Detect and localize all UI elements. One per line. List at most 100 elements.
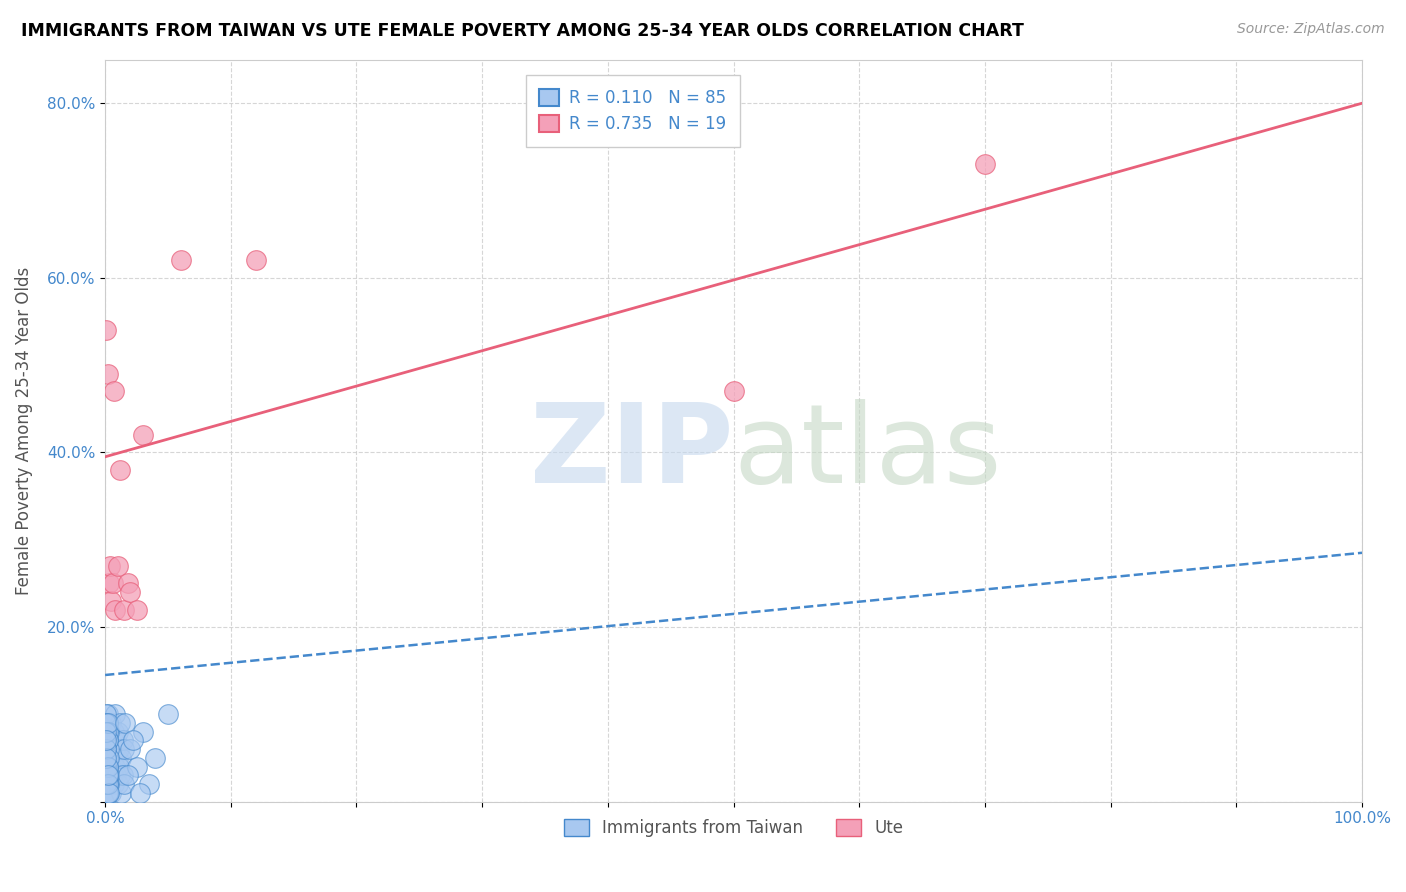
Point (101, 576, 124, 591)
Point (97, 759, 120, 773)
Point (97, 786, 120, 800)
Point (112, 602, 135, 616)
Point (96, 716, 118, 731)
Point (105, 768, 128, 782)
Point (120, 585, 142, 599)
Point (96, 742, 118, 756)
Point (97, 724, 120, 739)
Point (97, 786, 120, 800)
Point (108, 716, 131, 731)
Point (97, 733, 120, 747)
Point (100, 594, 122, 608)
Point (110, 751, 132, 765)
Point (145, 751, 167, 765)
Point (132, 724, 155, 739)
Point (96, 768, 118, 782)
Point (108, 742, 131, 756)
Point (98, 777, 121, 791)
Text: atlas: atlas (734, 400, 1002, 507)
Point (97, 777, 120, 791)
Point (110, 786, 132, 800)
Point (101, 733, 124, 747)
Point (100, 759, 122, 773)
Point (96, 742, 118, 756)
Point (97, 733, 120, 747)
Point (107, 751, 129, 765)
Point (129, 786, 152, 800)
Point (97, 576, 120, 591)
Point (100, 742, 122, 756)
Point (125, 759, 148, 773)
Point (105, 733, 128, 747)
Point (96, 759, 118, 773)
Point (138, 777, 160, 791)
Point (111, 768, 134, 782)
Point (97, 759, 120, 773)
Point (97, 742, 120, 756)
Point (97, 716, 120, 731)
Point (97, 742, 120, 756)
Point (103, 724, 125, 739)
Point (96, 733, 118, 747)
Point (121, 733, 143, 747)
Point (97, 751, 120, 765)
Legend: Immigrants from Taiwan, Ute: Immigrants from Taiwan, Ute (555, 810, 912, 846)
Point (98, 751, 121, 765)
Point (97, 768, 120, 782)
Point (103, 777, 125, 791)
Point (107, 724, 129, 739)
Point (104, 759, 127, 773)
Point (974, 157, 997, 171)
Text: ZIP: ZIP (530, 400, 734, 507)
Point (112, 777, 135, 791)
Point (97, 777, 120, 791)
Point (96, 724, 118, 739)
Point (108, 759, 131, 773)
Point (97, 768, 120, 782)
Point (107, 777, 129, 791)
Point (169, 253, 191, 268)
Point (98, 558, 121, 573)
Point (97, 751, 120, 765)
Point (97, 733, 120, 747)
Point (96, 716, 118, 731)
Point (97, 768, 120, 782)
Point (97, 786, 120, 800)
Point (96, 751, 118, 765)
Point (111, 733, 134, 747)
Point (97, 759, 120, 773)
Point (96, 733, 118, 747)
Point (97, 768, 120, 782)
Point (97, 768, 120, 782)
Point (107, 558, 129, 573)
Point (245, 253, 267, 268)
Point (104, 742, 127, 756)
Point (96, 751, 118, 765)
Point (96, 777, 118, 791)
Point (723, 384, 745, 399)
Point (100, 716, 122, 731)
Point (96, 323, 118, 337)
Point (97, 786, 120, 800)
Point (96, 759, 118, 773)
Point (96, 707, 118, 722)
Point (94, 751, 117, 765)
Point (100, 786, 122, 800)
Point (101, 768, 124, 782)
Point (97, 724, 120, 739)
Point (97, 716, 120, 731)
Y-axis label: Female Poverty Among 25-34 Year Olds: Female Poverty Among 25-34 Year Olds (15, 267, 32, 595)
Point (97, 367, 120, 381)
Point (103, 751, 125, 765)
Point (97, 777, 120, 791)
Point (98, 724, 121, 739)
Point (96, 724, 118, 739)
Point (117, 576, 139, 591)
Point (112, 742, 135, 756)
Point (114, 716, 136, 731)
Text: Source: ZipAtlas.com: Source: ZipAtlas.com (1237, 22, 1385, 37)
Point (156, 707, 179, 722)
Point (132, 428, 155, 442)
Point (96, 724, 118, 739)
Point (104, 602, 127, 616)
